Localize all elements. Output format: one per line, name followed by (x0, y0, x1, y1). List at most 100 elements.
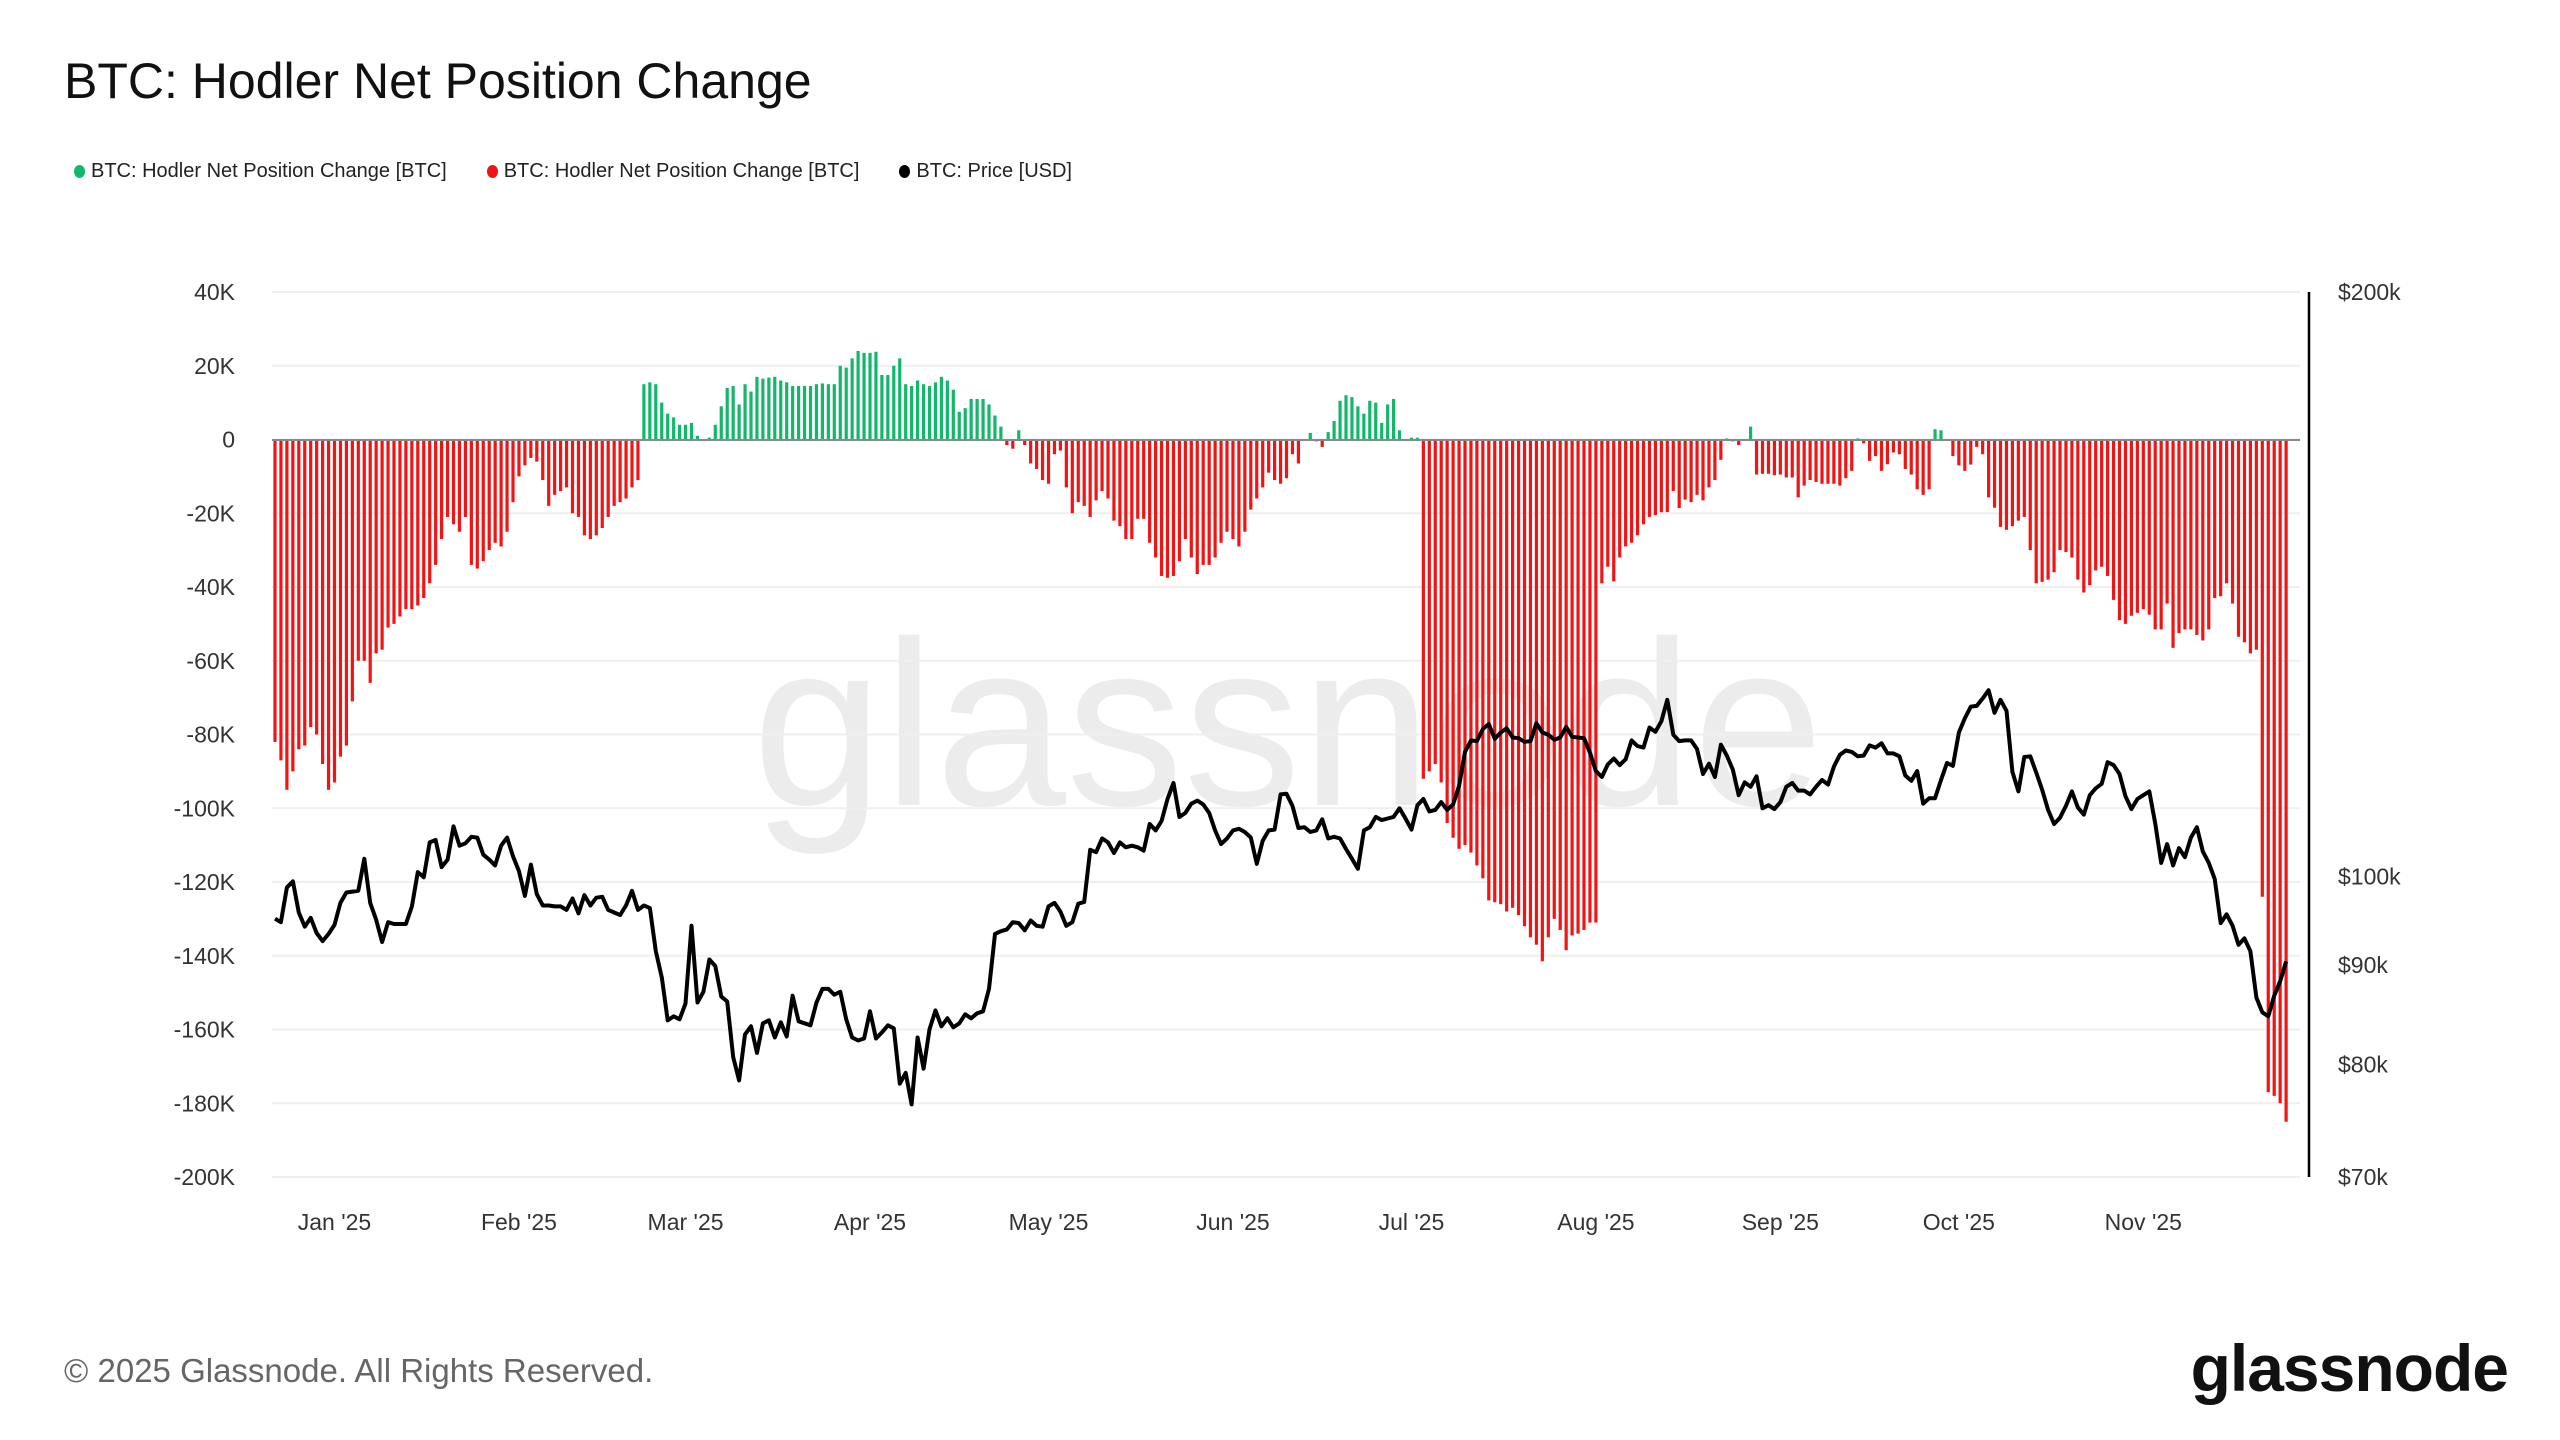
bar-positive (672, 417, 676, 440)
bar-negative (1659, 439, 1663, 513)
bar-negative (1290, 439, 1295, 455)
bar-positive (1749, 426, 1753, 440)
bar-negative (2230, 439, 2235, 604)
bar-positive (785, 382, 789, 440)
bar-negative (1665, 439, 1669, 513)
bar-negative (469, 439, 473, 565)
bar-positive (921, 384, 926, 440)
bar-negative (1879, 439, 1884, 471)
bar-negative (1112, 439, 1116, 521)
bar-negative (1868, 439, 1872, 461)
bar-negative (1296, 439, 1300, 464)
bar-positive (1392, 398, 1396, 440)
bar-negative (2278, 439, 2282, 1104)
bar-positive (642, 384, 646, 440)
left-axis: 40K 20K 0 -20K -40K -60K -80K -100K -120K -140K -1… (174, 279, 236, 1190)
legend-label: BTC: Hodler Net Position Change [BTC] (503, 160, 860, 182)
bar-negative (523, 439, 527, 466)
bar-negative (1820, 439, 1824, 484)
left-tick-label: -200K (174, 1164, 236, 1190)
bar-positive (737, 404, 741, 440)
bar-negative (1766, 439, 1771, 474)
bar-positive (1386, 404, 1390, 440)
bar-negative (362, 439, 366, 661)
bar-negative (1516, 439, 1521, 916)
bar-negative (2022, 439, 2026, 517)
bar-negative (1683, 439, 1687, 500)
bar-negative (1921, 439, 1925, 495)
x-axis: Jan '25 Feb '25 Mar '25 Apr '25 May '25 Jun '… (298, 1209, 2182, 1235)
bar-negative (2195, 439, 2199, 635)
bar-negative (368, 439, 372, 683)
bar-negative (1808, 439, 1812, 481)
bar-negative (2236, 439, 2241, 637)
bar-negative (1052, 439, 1057, 455)
bar-negative (1713, 439, 1717, 481)
bar-negative (1969, 439, 1973, 465)
bar-negative (1784, 439, 1788, 478)
bar-negative (1612, 439, 1616, 582)
bar-negative (2111, 439, 2116, 600)
bar-negative (374, 439, 378, 654)
bar-negative (303, 439, 307, 746)
bar-negative (2076, 439, 2080, 580)
bar-negative (2219, 439, 2223, 597)
bar-negative (1005, 439, 1009, 446)
bar-positive (797, 386, 801, 440)
bar-negative (1207, 439, 1211, 565)
bar-negative (1505, 439, 1509, 912)
bar-negative (2183, 439, 2187, 630)
bar-negative (2010, 439, 2014, 527)
bar-positive (1308, 432, 1312, 440)
bar-negative (2123, 439, 2128, 624)
bar-positive (856, 351, 860, 440)
bar-negative (1778, 439, 1782, 475)
bar-negative (422, 439, 426, 599)
bar-negative (445, 439, 450, 517)
bar-negative (2016, 439, 2020, 521)
bar-negative (2159, 439, 2163, 630)
bar-negative (1588, 439, 1592, 923)
bar-negative (1219, 439, 1223, 543)
bar-positive (844, 367, 848, 440)
bar-negative (1237, 439, 1241, 547)
bar-negative (273, 439, 277, 742)
bar-negative (1772, 439, 1776, 476)
bar-negative (1171, 439, 1176, 576)
bar-negative (428, 439, 432, 584)
x-tick-label: Mar '25 (648, 1209, 724, 1235)
bar-positive (1344, 395, 1348, 440)
bar-positive (820, 383, 824, 440)
bar-negative (2225, 439, 2229, 584)
bar-positive (749, 391, 753, 440)
bar-positive (791, 386, 795, 440)
bar-negative (2254, 439, 2258, 650)
bar-negative (2141, 439, 2145, 610)
bar-negative (2171, 439, 2175, 648)
bar-positive (945, 380, 949, 440)
legend-item-price[interactable]: BTC: Price [USD] (899, 160, 1072, 183)
bar-negative (1439, 439, 1443, 783)
bar-negative (1267, 439, 1271, 473)
legend-item-positive-change[interactable]: BTC: Hodler Net Position Change [BTC] (74, 160, 447, 183)
bar-negative (505, 439, 509, 532)
bar-negative (1737, 439, 1741, 446)
bar-negative (404, 439, 408, 610)
bar-positive (951, 389, 955, 440)
bar-positive (1397, 430, 1402, 440)
bar-positive (695, 435, 700, 440)
bar-negative (2040, 439, 2044, 582)
bar-positive (1725, 438, 1729, 440)
bar-negative (1915, 439, 1919, 490)
legend-item-negative-change[interactable]: BTC: Hodler Net Position Change [BTC] (486, 160, 860, 183)
bar-negative (1284, 439, 1289, 479)
bar-negative (1493, 439, 1497, 903)
bar-negative (2213, 439, 2217, 599)
bar-negative (1963, 439, 1967, 471)
bar-positive (987, 404, 991, 440)
bar-positive (1350, 397, 1354, 440)
bar-negative (1249, 439, 1253, 510)
bar-positive (993, 415, 997, 440)
bar-negative (1231, 439, 1235, 540)
bar-negative (1445, 439, 1449, 823)
